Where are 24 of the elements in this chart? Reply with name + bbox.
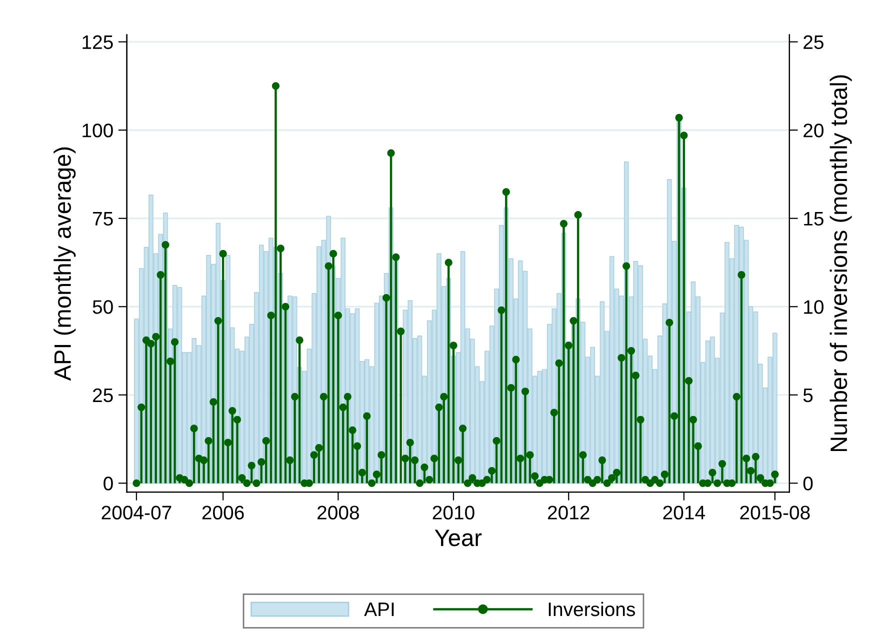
y-axis-title: API (monthly average) <box>54 147 76 381</box>
y2-tick-label: 25 <box>804 35 824 50</box>
y-tick-label: 100 <box>82 124 113 138</box>
x-tick-label: 2010 <box>432 506 474 520</box>
x-tick-label: 2008 <box>318 506 359 520</box>
y-tick-label: 125 <box>82 35 113 50</box>
x-tick-label: 2012 <box>548 506 590 520</box>
y-tick-label: 0 <box>104 476 113 490</box>
y2-tick-label: 20 <box>804 124 824 138</box>
legend-label: Inversions <box>548 602 636 616</box>
y2-axis-title: Number of inversions (monthly total) <box>830 75 852 452</box>
y-tick-label: 75 <box>93 212 113 226</box>
y2-tick-label: 0 <box>803 476 813 490</box>
y2-tick-label: 5 <box>803 388 813 402</box>
x-tick-label: 2015-08 <box>740 506 810 520</box>
x-tick-label: 2006 <box>202 506 244 520</box>
x-tick-label: 2014 <box>663 506 705 520</box>
x-tick-label: 2004-07 <box>102 506 172 520</box>
y-tick-label: 25 <box>93 388 113 402</box>
legend-label: API <box>364 602 394 616</box>
y2-tick-label: 10 <box>804 300 824 314</box>
x-axis-title: Year <box>434 530 482 546</box>
y-tick-label: 50 <box>92 300 113 314</box>
y2-tick-label: 15 <box>804 212 824 226</box>
